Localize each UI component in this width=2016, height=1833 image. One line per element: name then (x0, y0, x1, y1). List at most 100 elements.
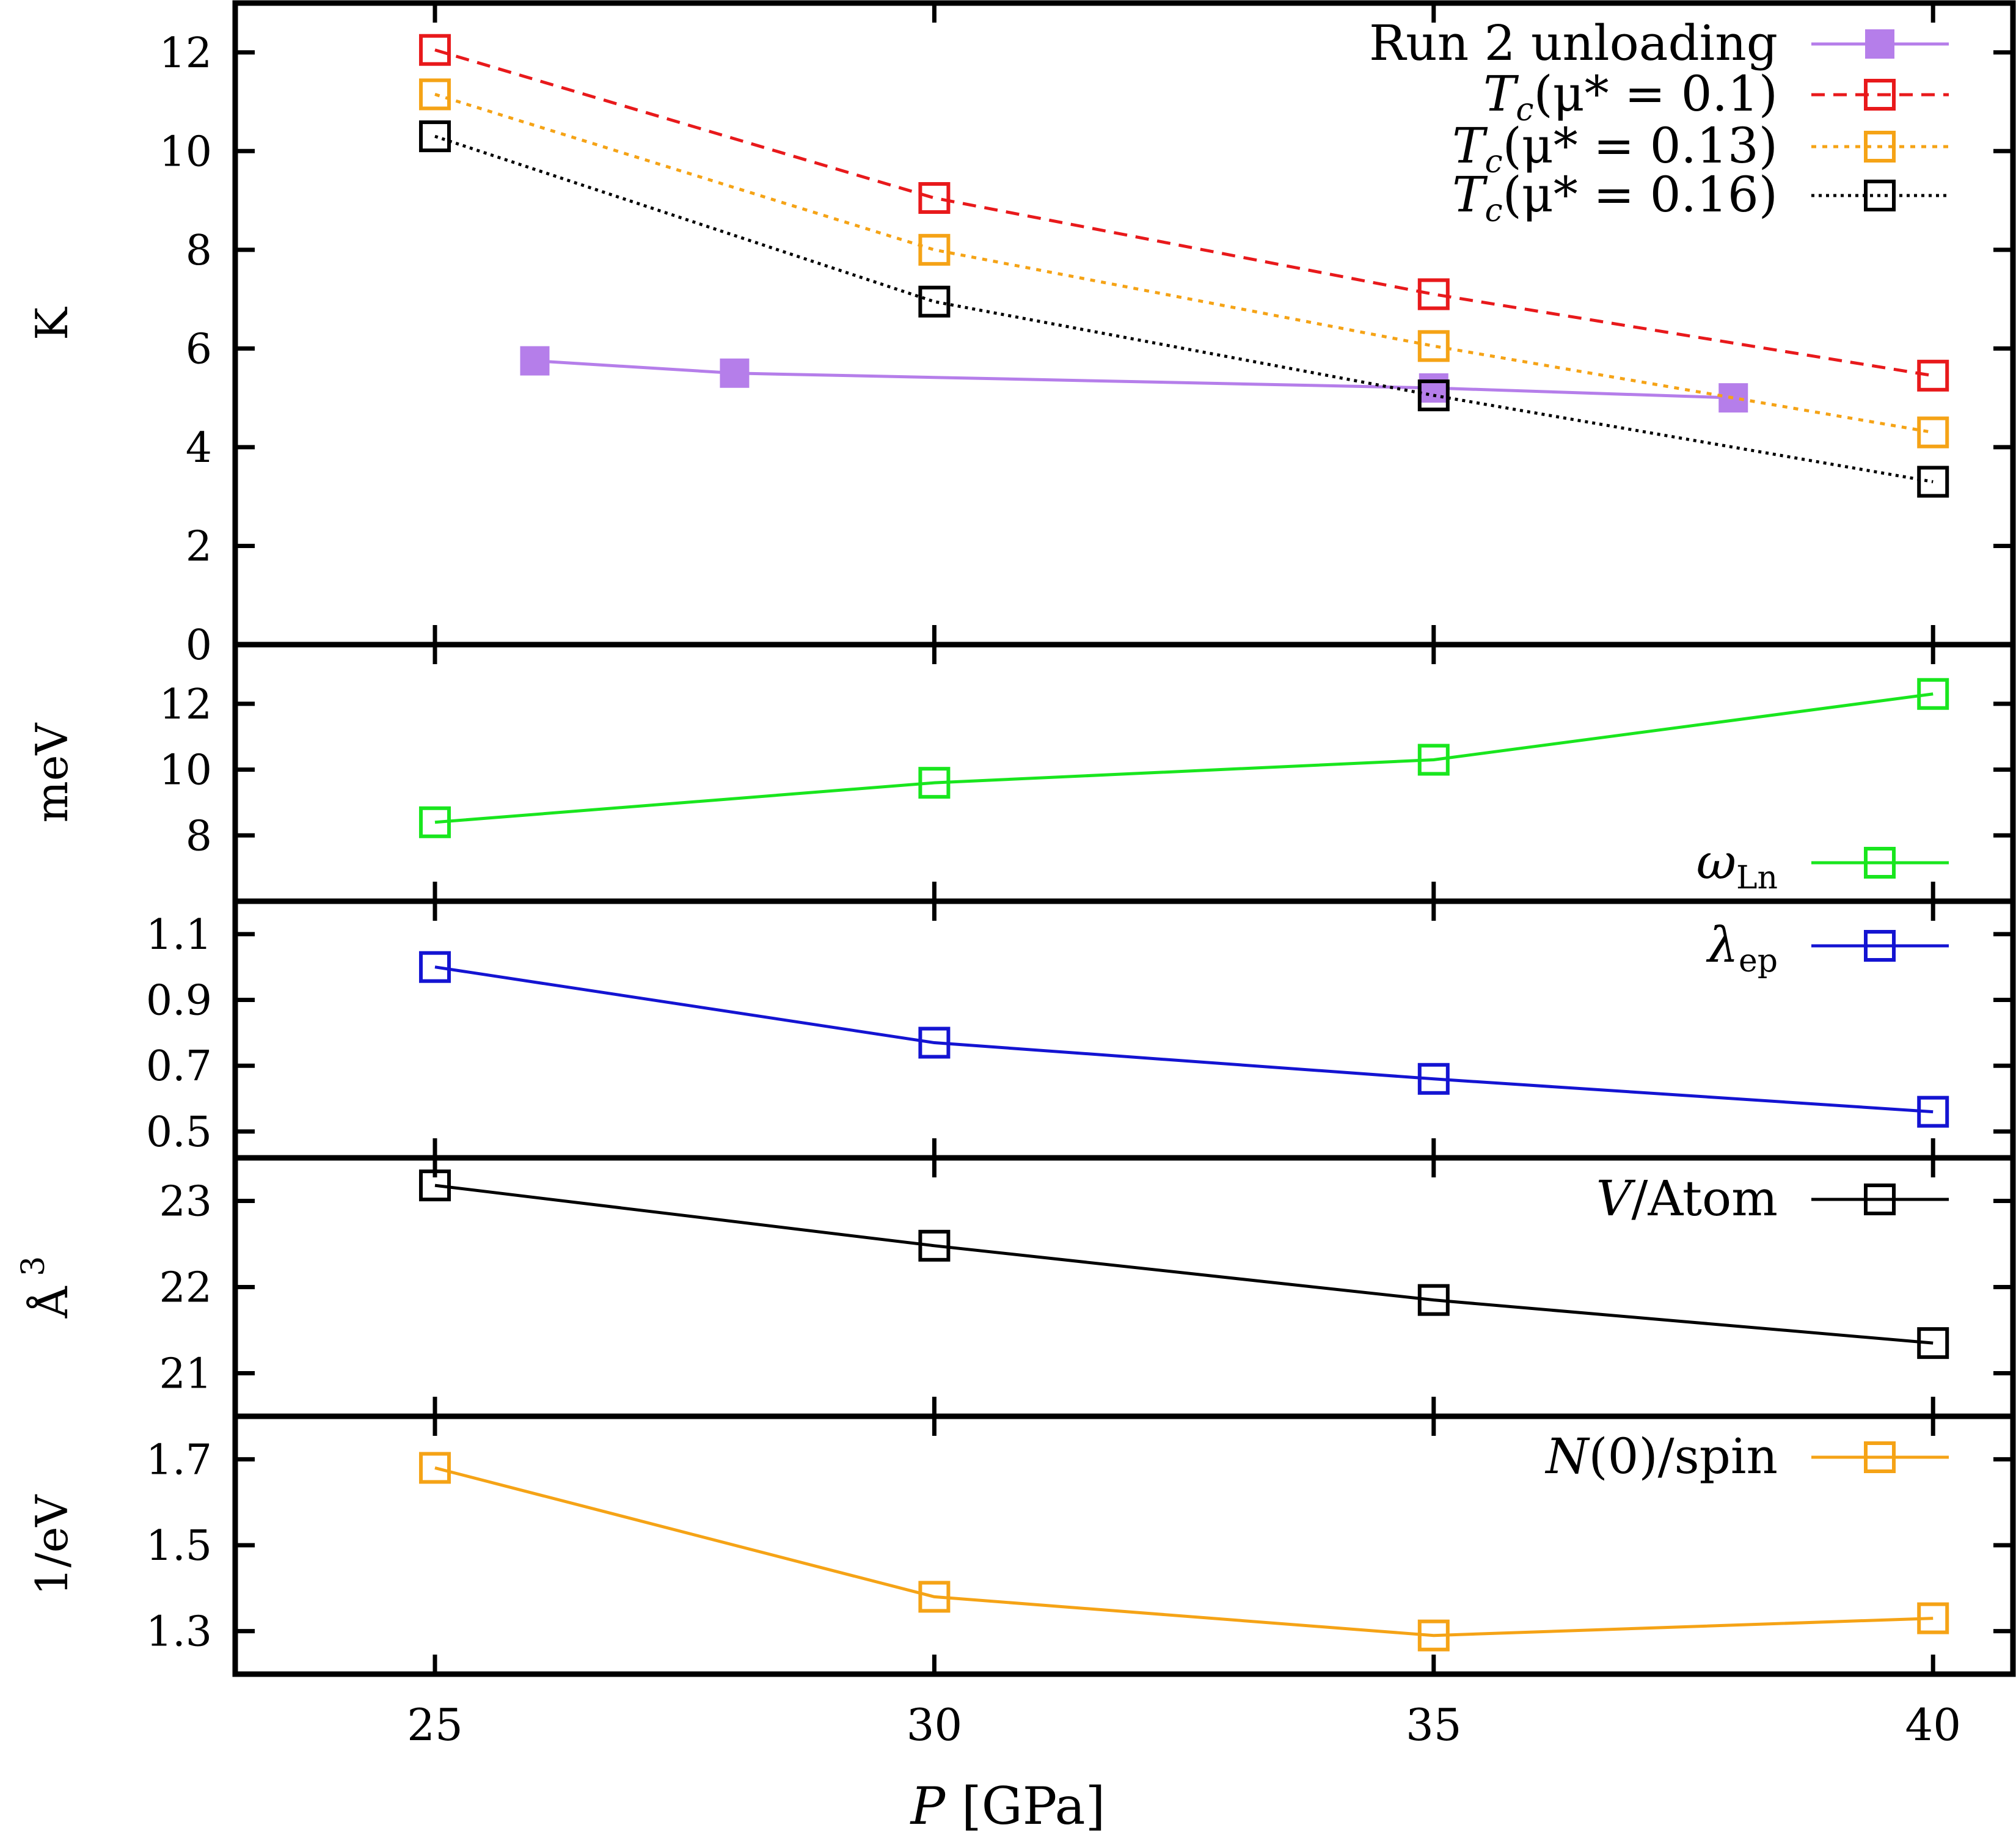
data-point (720, 358, 750, 388)
legend-entry: Tc(μ* = 0.13) (1452, 117, 1949, 180)
data-point (1917, 678, 1949, 710)
legend-marker (1865, 29, 1894, 59)
series-tc-mu-0-1 (418, 34, 1949, 392)
y-tick-label: 22 (159, 1264, 212, 1312)
y-tick-label: 10 (159, 128, 212, 176)
x-tick-label: 35 (1406, 1699, 1462, 1751)
legend-entry: V/Atom (1596, 1170, 1949, 1227)
legend-label: V/Atom (1596, 1170, 1778, 1227)
legend-label: Tc(μ* = 0.13) (1452, 117, 1778, 180)
panel-lambda: 0.5 0.7 0.9 1.1 λep (146, 898, 2016, 1161)
y-tick-label: 21 (159, 1350, 212, 1399)
panel-frame (232, 898, 2016, 1161)
y-tick-label: 0.5 (146, 1108, 212, 1157)
data-point (418, 34, 451, 66)
y-tick-label: 1.5 (146, 1522, 212, 1570)
series-v-atom (418, 1169, 1949, 1359)
y-axis-title: K (26, 307, 78, 340)
series-tc-mu-0-16 (418, 120, 1949, 498)
y-tick-label: 0.7 (146, 1042, 212, 1091)
series-lambda-ep (418, 951, 1949, 1128)
y-tick-label: 0 (186, 621, 212, 670)
data-point (1917, 1096, 1949, 1128)
data-point (918, 182, 951, 214)
legend-label: Run 2 unloading (1369, 15, 1778, 71)
series-run-2-unloading (520, 346, 1748, 413)
data-point (1917, 1327, 1949, 1359)
data-point (418, 951, 451, 983)
data-point (1917, 466, 1949, 498)
data-point (918, 1581, 951, 1613)
legend-entry: Tc(μ* = 0.1) (1483, 65, 1949, 128)
x-tick-label: 30 (907, 1699, 963, 1751)
legend-label: λep (1706, 916, 1778, 979)
x-tick-label: 40 (1905, 1699, 1961, 1751)
data-point (1417, 744, 1450, 776)
series-line (434, 48, 1934, 378)
data-point (418, 1169, 451, 1202)
data-point (918, 285, 951, 318)
series-tc-mu-0-13 (418, 78, 1949, 448)
legend-marker (1864, 847, 1896, 879)
x-tick-label: 25 (407, 1699, 463, 1751)
y-tick-label: 23 (159, 1178, 212, 1226)
data-point (918, 233, 951, 266)
data-point (418, 78, 451, 111)
y-axis-title: Å 3 (15, 1256, 78, 1319)
series-line (434, 134, 1934, 483)
data-point (1417, 379, 1450, 412)
legend-label: Tc(μ* = 0.1) (1483, 65, 1778, 128)
y-tick-label: 0.9 (146, 977, 212, 1025)
data-point (1417, 1284, 1450, 1316)
y-axis-title: 1/eV (26, 1494, 78, 1596)
y-tick-label: 1.7 (146, 1436, 212, 1484)
series-line (434, 1466, 1934, 1637)
data-point (520, 346, 550, 376)
data-point (918, 767, 951, 799)
data-point (1417, 330, 1450, 362)
data-point (418, 120, 451, 153)
data-point (1417, 278, 1450, 310)
x-axis-title: P [GPa] (910, 1776, 1106, 1833)
data-point (1419, 373, 1448, 403)
data-point (418, 806, 451, 838)
y-tick-label: 8 (186, 812, 212, 860)
legend-label: N(0)/spin (1544, 1428, 1778, 1485)
legend-marker (1864, 180, 1896, 211)
y-tick-label: 2 (186, 522, 212, 571)
data-point (1417, 1063, 1450, 1095)
data-point (1917, 416, 1949, 448)
legend-entry: Run 2 unloading (1369, 15, 1949, 71)
legend-label: Tc(μ* = 0.16) (1452, 166, 1778, 229)
legend-entry: ωLn (1696, 833, 1949, 896)
y-tick-label: 12 (159, 29, 212, 78)
y-tick-label: 6 (186, 325, 212, 373)
data-point (418, 1452, 451, 1484)
series-omega-ln (418, 678, 1949, 838)
y-tick-label: 1.3 (146, 1608, 212, 1656)
y-tick-label: 1.1 (146, 911, 212, 959)
series-line (434, 965, 1934, 1114)
series-line (434, 692, 1934, 824)
series-line (434, 1184, 1934, 1345)
y-axis-title: meV (26, 722, 78, 823)
data-point (1417, 1619, 1450, 1652)
data-point (1917, 1602, 1949, 1634)
panel-omega: 8 10 12 meV ωLn (26, 642, 2016, 904)
y-tick-label: 12 (159, 681, 212, 729)
series-line (535, 359, 1734, 400)
data-point (1718, 383, 1748, 413)
legend-marker (1864, 131, 1896, 163)
data-point (918, 1229, 951, 1262)
y-tick-label: 4 (186, 424, 212, 472)
legend-marker (1864, 1184, 1896, 1215)
panel-volume: 21 22 23 Å 3 V/Atom (15, 1155, 2016, 1419)
legend-entry: Tc(μ* = 0.16) (1452, 166, 1949, 229)
y-tick-label: 10 (159, 747, 212, 795)
legend-marker (1864, 79, 1896, 111)
data-point (1917, 359, 1949, 392)
x-axis: P [GPa] 25 30 35 40 (407, 1699, 1961, 1833)
